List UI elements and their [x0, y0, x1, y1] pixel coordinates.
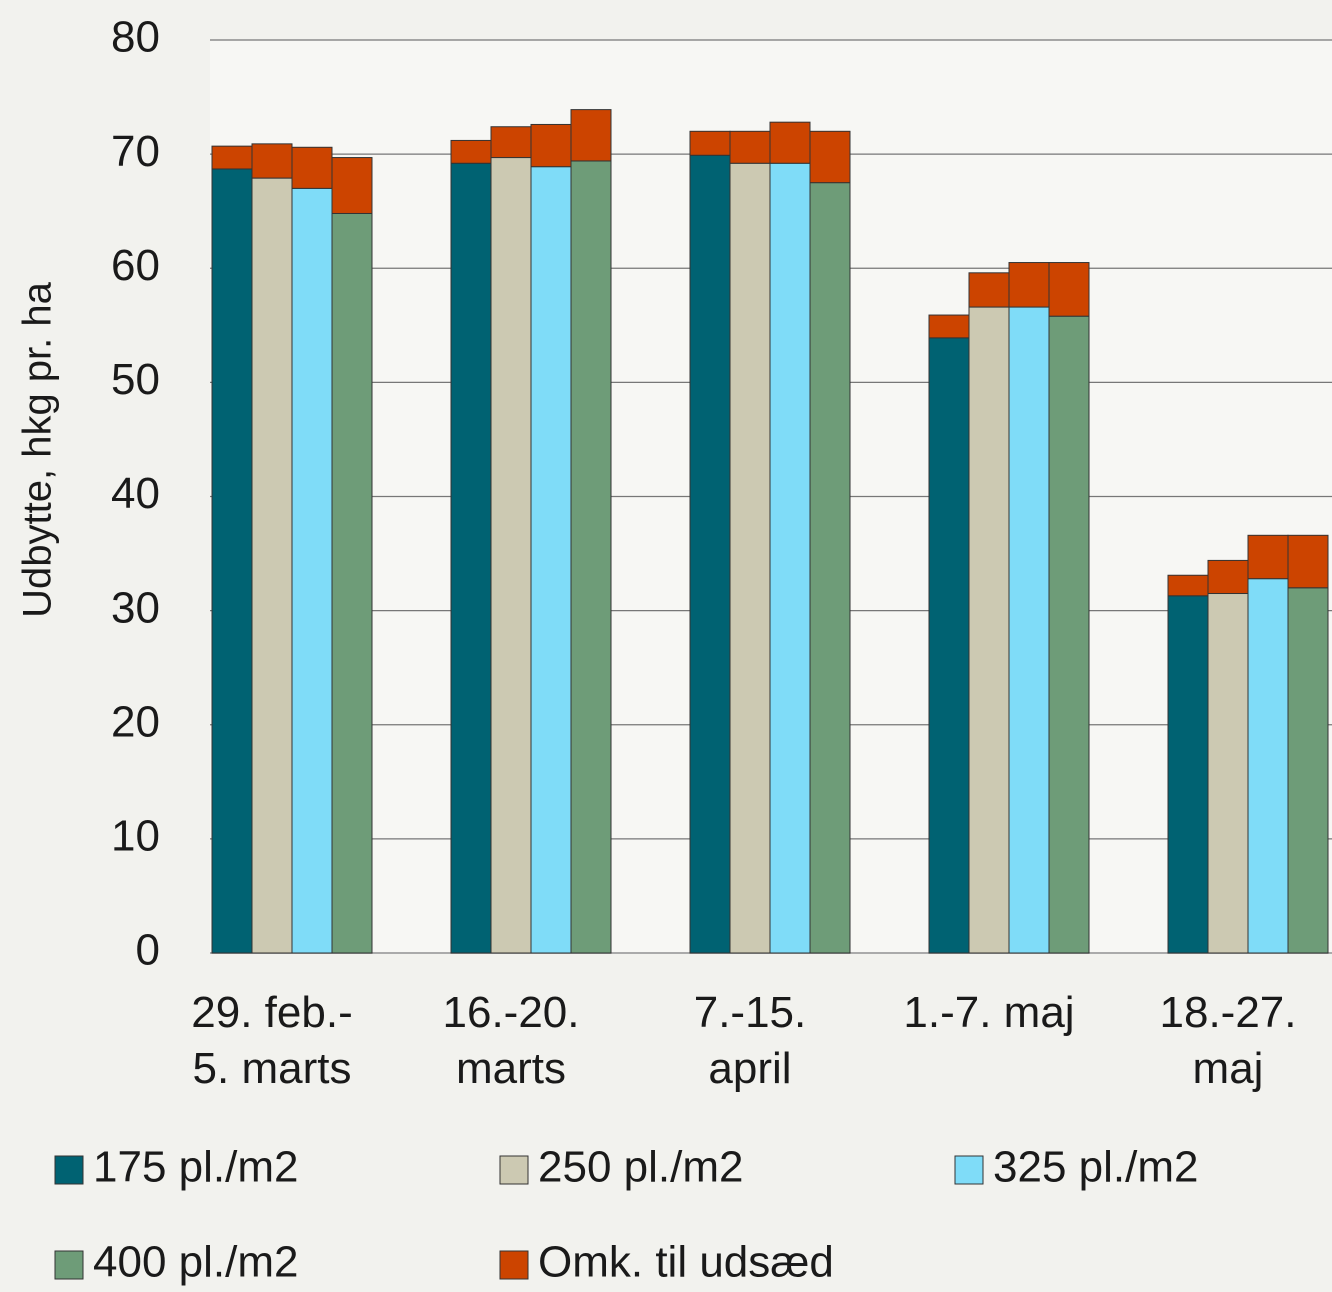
legend-label: Omk. til udsæd: [538, 1238, 834, 1287]
y-tick-label: 80: [111, 13, 160, 62]
y-axis-title: Udbytte, hkg pr. ha: [16, 281, 60, 618]
y-tick-label: 50: [111, 355, 160, 404]
bar: [729, 162, 771, 954]
legend-swatch: [54, 1155, 84, 1185]
legend-label: 400 pl./m2: [93, 1238, 298, 1287]
legend-swatch: [54, 1250, 84, 1280]
y-tick-label: 10: [111, 812, 160, 861]
bar: [211, 168, 253, 954]
x-tick-label-line: 29. feb.-: [191, 988, 352, 1037]
x-tick-label-line: 1.-7. maj: [903, 988, 1074, 1037]
bar-segment: [1167, 574, 1209, 597]
bar: [1207, 593, 1249, 954]
bar: [1048, 315, 1090, 954]
bar: [251, 177, 293, 954]
bar-segment: [968, 272, 1010, 308]
x-tick-label: 29. feb.- 5. marts: [191, 988, 352, 1093]
bar-segment: [1008, 262, 1050, 308]
legend-label: 250 pl./m2: [538, 1143, 743, 1192]
y-tick-label: 30: [111, 583, 160, 632]
bar-segment: [689, 130, 731, 156]
bar: [769, 162, 811, 954]
bar: [928, 337, 970, 954]
bar: [968, 306, 1010, 954]
bar-segment: [809, 130, 851, 184]
x-tick-label: 16.-20. marts: [443, 988, 580, 1093]
bar-segment: [729, 130, 771, 164]
x-tick-label-line: maj: [1193, 1044, 1264, 1093]
bar-segment: [530, 123, 572, 168]
legend-label: 175 pl./m2: [93, 1143, 298, 1192]
bar-segment: [570, 109, 612, 162]
bar: [689, 154, 731, 954]
bar: [1247, 578, 1289, 954]
bar: [530, 166, 572, 954]
x-tick-label-line: 7.-15.: [694, 988, 807, 1037]
bar: [1008, 306, 1050, 954]
legend-swatch: [499, 1155, 529, 1185]
bar: [1287, 587, 1329, 954]
bar: [490, 157, 532, 954]
x-tick-label: 18.-27. maj: [1160, 988, 1297, 1093]
bar-segment: [291, 146, 333, 189]
bar: [809, 182, 851, 954]
y-tick-label: 60: [111, 241, 160, 290]
bar-segment: [769, 121, 811, 164]
bar-segment: [450, 139, 492, 164]
bar: [1167, 595, 1209, 954]
y-tick-label: 20: [111, 697, 160, 746]
x-tick-label-line: marts: [456, 1044, 566, 1093]
bar-segment: [1287, 534, 1329, 589]
y-tick-label: 70: [111, 127, 160, 176]
y-tick-label: 0: [136, 926, 160, 975]
bar-segment: [1048, 262, 1090, 317]
bar: [570, 160, 612, 954]
bar: [291, 187, 333, 954]
legend-swatch: [499, 1250, 529, 1280]
bar-segment: [490, 126, 532, 159]
x-tick-label: 1.-7. maj: [903, 988, 1074, 1037]
bar-segment: [251, 143, 293, 179]
bar-segment: [928, 314, 970, 339]
legend-label: 325 pl./m2: [993, 1143, 1198, 1192]
bar-segment: [1207, 559, 1249, 595]
x-tick-label-line: april: [708, 1044, 791, 1093]
bar-segment: [1247, 534, 1289, 580]
x-tick-label: 7.-15. april: [694, 988, 807, 1093]
x-tick-label-line: 18.-27.: [1160, 988, 1297, 1037]
x-tick-label-line: 16.-20.: [443, 988, 580, 1037]
bar: [450, 162, 492, 954]
x-tick-label-line: 5. marts: [193, 1044, 352, 1093]
bar-segment: [331, 157, 373, 214]
bar-segment: [211, 145, 253, 170]
legend-swatch: [954, 1155, 984, 1185]
bar: [331, 212, 373, 954]
y-tick-label: 40: [111, 469, 160, 518]
